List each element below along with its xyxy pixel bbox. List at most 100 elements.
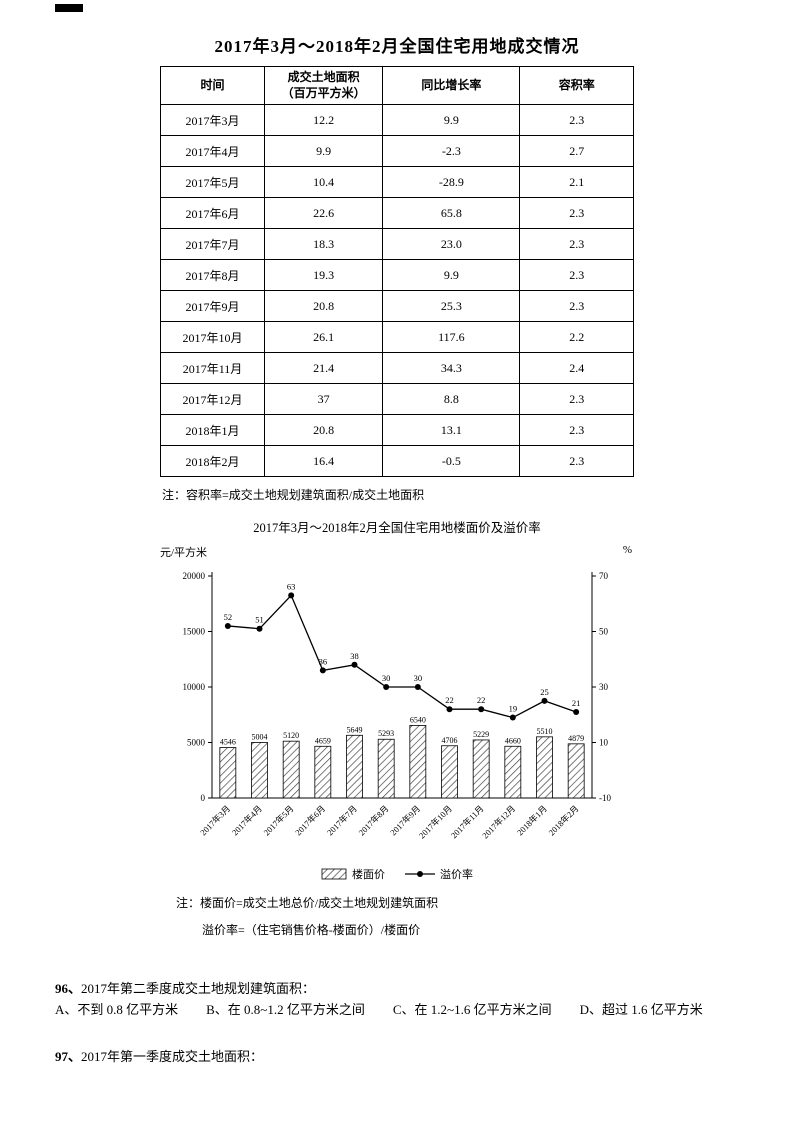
table-cell: 2.4 [519, 352, 634, 384]
table-row: 2017年12月 37 8.8 2.3 [159, 383, 634, 415]
question-97-number: 97、 [55, 1049, 82, 1065]
answer-option: A、不到 0.8 亿平方米 [55, 1001, 179, 1017]
chart-legend: 楼面价 溢价率 [160, 866, 634, 882]
table-cell: 20.8 [264, 414, 384, 446]
table-cell: 2017年5月 [159, 166, 266, 198]
table-cell: 2017年11月 [159, 352, 266, 384]
bar-value-label: 6540 [410, 715, 426, 724]
table-cell: 12.2 [264, 104, 384, 136]
bar-value-label: 5510 [537, 727, 553, 736]
bar [251, 742, 268, 799]
table-note: 注：容积率=成交土地规划建筑面积/成交土地面积 [162, 488, 425, 502]
chart-notes: 注：楼面价=成交土地总价/成交土地规划建筑面积 溢价率=（住宅销售价格-楼面价）… [176, 894, 634, 938]
table-cell: 2017年8月 [159, 259, 266, 291]
bar-value-label: 5120 [283, 731, 299, 740]
line-value-label: 19 [509, 704, 518, 714]
bar [282, 740, 300, 799]
line-marker [509, 714, 516, 721]
bar [377, 738, 395, 799]
table-cell: -0.5 [382, 445, 521, 477]
table-cell: 9.9 [264, 135, 384, 167]
questions-section: 96、2017年第二季度成交土地规划建筑面积： A、不到 0.8 亿平方米 B、在… [55, 980, 757, 1066]
premium-rate-line [227, 594, 577, 719]
table-cell: -28.9 [382, 166, 521, 198]
bar-value-label: 4706 [442, 736, 458, 745]
x-axis-label: 2017年8月 [356, 803, 390, 837]
table-cell: 2.3 [519, 104, 634, 136]
line-value-label: 22 [477, 695, 486, 705]
question-96-text: 2017年第二季度成交土地规划建筑面积： [81, 981, 316, 996]
line-marker [446, 706, 453, 713]
table-cell: 2.3 [519, 259, 634, 291]
line-marker [224, 622, 231, 629]
bar [567, 743, 585, 799]
table-cell: 2.3 [519, 228, 634, 260]
bar-value-label: 4660 [505, 736, 521, 745]
bar [536, 736, 553, 799]
bar [472, 739, 490, 799]
right-tick-label: 50 [599, 627, 609, 637]
question-97: 97、2017年第一季度成交土地面积： [55, 1048, 757, 1066]
bar [219, 747, 237, 799]
table-cell: 37 [264, 383, 384, 415]
bar [441, 745, 458, 799]
bar-value-label: 5649 [347, 725, 363, 734]
answer-option: B、在 0.8~1.2 亿平方米之间 [206, 1001, 365, 1017]
table-cell: 2017年3月 [159, 104, 266, 136]
table-row: 2017年7月 18.3 23.0 2.3 [159, 228, 634, 260]
line-value-label: 25 [540, 687, 549, 697]
table-row: 2017年11月 21.4 34.3 2.4 [159, 352, 634, 384]
x-axis-label: 2017年10月 [417, 803, 454, 840]
x-axis-label: 2017年6月 [293, 803, 327, 837]
table-cell: -2.3 [382, 135, 521, 167]
line-value-label: 51 [255, 615, 264, 625]
table-cell: 2.3 [519, 197, 634, 229]
page-corner-mark [55, 4, 83, 12]
chart-plot-area: 0 5000 10000 15000 20000 -10 10 30 50 70 4546 2017年… [183, 571, 612, 840]
x-axis-label: 2018年2月 [546, 803, 580, 837]
bar [504, 745, 522, 799]
table-row: 2017年3月 12.2 9.9 2.3 [159, 104, 634, 136]
table-cell: 9.9 [382, 259, 521, 291]
table-cell: 117.6 [382, 321, 521, 353]
bar-value-label: 4879 [568, 734, 584, 743]
left-axis-unit: 元/平方米 [160, 547, 208, 559]
right-axis-unit: % [622, 544, 632, 556]
question-96: 96、2017年第二季度成交土地规划建筑面积： A、不到 0.8 亿平方米 B、在… [55, 980, 757, 1018]
line-value-label: 30 [382, 673, 391, 683]
table-cell: 2017年9月 [159, 290, 266, 322]
left-tick-label: 15000 [183, 627, 206, 637]
column-header-time: 时间 [159, 66, 266, 105]
report-content: 2017年3月～2018年2月全国住宅用地成交情况 时间 成交土地面积 （百万平… [159, 32, 634, 938]
chart-note-floor-price: 注：楼面价=成交土地总价/成交土地规划建筑面积 [176, 896, 439, 910]
answer-option: C、在 1.2~1.6 亿平方米之间 [392, 1001, 552, 1017]
legend-label-floor-price: 楼面价 [352, 869, 385, 881]
line-marker [256, 625, 263, 632]
table-cell: 22.6 [264, 197, 384, 229]
line-marker [351, 661, 358, 668]
right-tick-label: -10 [599, 793, 611, 803]
table-cell: 10.4 [264, 166, 384, 198]
bar-value-label: 5229 [473, 730, 489, 739]
line-marker [541, 697, 548, 704]
table-cell: 2.3 [519, 290, 634, 322]
table-cell: 2.3 [519, 414, 634, 446]
column-header-growth: 同比增长率 [382, 66, 521, 105]
line-marker [288, 592, 295, 599]
column-header-ratio: 容积率 [519, 66, 634, 105]
x-axis-label: 2017年7月 [325, 803, 359, 837]
table-cell: 34.3 [382, 352, 521, 384]
table-cell: 2017年6月 [159, 197, 266, 229]
table-cell: 26.1 [264, 321, 384, 353]
right-tick-label: 70 [599, 571, 609, 581]
table-cell: 18.3 [264, 228, 384, 260]
line-marker [478, 706, 485, 713]
table-cell: 2.3 [519, 445, 634, 477]
table-row: 2017年9月 20.8 25.3 2.3 [159, 290, 634, 322]
table-cell: 8.8 [382, 383, 521, 415]
table-cell: 2017年10月 [159, 321, 266, 353]
bar [346, 734, 363, 799]
table-cell: 13.1 [382, 414, 521, 446]
table-row: 2018年1月 20.8 13.1 2.3 [159, 414, 634, 446]
line-value-label: 36 [319, 656, 328, 666]
